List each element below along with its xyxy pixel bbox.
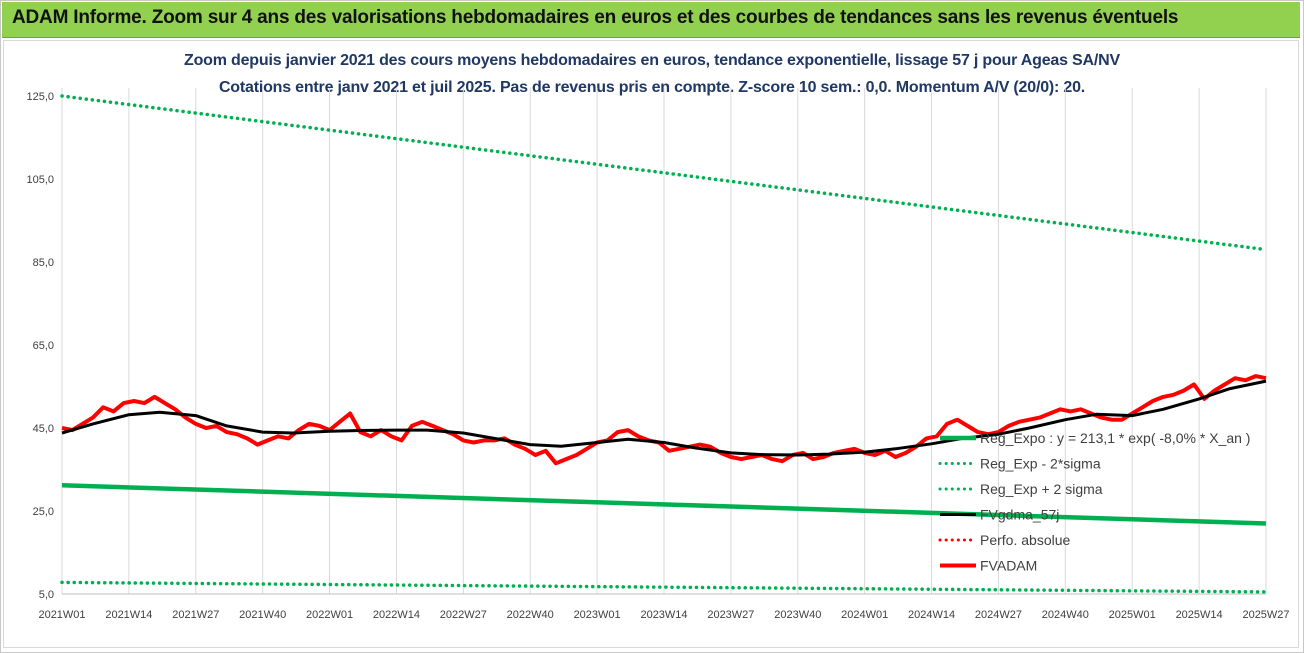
y-tick-label: 85,0 <box>33 257 54 269</box>
x-tick-label: 2021W40 <box>239 609 286 621</box>
x-tick-label: 2024W40 <box>1042 609 1089 621</box>
y-tick-label: 45,0 <box>33 423 54 435</box>
x-tick-label: 2023W14 <box>640 609 687 621</box>
y-tick-label: 105,0 <box>26 174 54 186</box>
x-tick-label: 2025W27 <box>1242 609 1289 621</box>
x-tick-label: 2024W14 <box>908 609 955 621</box>
x-tick-label: 2022W14 <box>373 609 420 621</box>
report-title: ADAM Informe. Zoom sur 4 ans des valoris… <box>12 7 1179 28</box>
y-tick-label: 25,0 <box>33 506 54 518</box>
report-banner: ADAM Informe. Zoom sur 4 ans des valoris… <box>2 2 1300 38</box>
x-tick-label: 2022W40 <box>507 609 554 621</box>
x-tick-label: 2021W27 <box>172 609 219 621</box>
legend: Reg_Expo : y = 213,1 * exp( -8,0% * X_an… <box>938 430 1250 574</box>
x-tick-label: 2023W01 <box>574 609 621 621</box>
series-fvgdma-57j <box>61 379 1267 457</box>
x-tick-label: 2025W14 <box>1176 609 1223 621</box>
chart-title: Zoom depuis janvier 2021 des cours moyen… <box>184 52 1120 69</box>
y-tick-label: 5,0 <box>39 589 54 601</box>
axis-layer: 2021W01 2021W14 2021W27 2021W40 2022W01 2022W… <box>26 91 1289 621</box>
legend-label: Perfo. absolue <box>980 532 1070 548</box>
series-fvadam <box>61 374 1267 466</box>
y-tick-label: 125,0 <box>26 91 54 103</box>
legend-label: Reg_Expo : y = 213,1 * exp( -8,0% * X_an… <box>980 430 1250 446</box>
plot-frame <box>3 40 1299 648</box>
chart-subtitle: Cotations entre janv 2021 et juil 2025. … <box>218 79 1086 96</box>
x-tick-label: 2021W01 <box>38 609 85 621</box>
grid-layer <box>61 88 1267 594</box>
x-tick-label: 2024W27 <box>975 609 1022 621</box>
legend-label: FVADAM <box>980 558 1037 574</box>
x-tick-label: 2022W27 <box>440 609 487 621</box>
legend-label: Reg_Exp - 2*sigma <box>980 456 1101 472</box>
x-tick-label: 2021W14 <box>105 609 152 621</box>
y-tick-label: 65,0 <box>33 340 54 352</box>
x-tick-label: 2024W01 <box>841 609 888 621</box>
legend-label: Reg_Exp + 2 sigma <box>980 481 1103 497</box>
series-reg-exp-plus-2sigma <box>60 94 1268 252</box>
x-tick-label: 2025W01 <box>1109 609 1156 621</box>
x-tick-label: 2022W01 <box>306 609 353 621</box>
legend-label: FVgdma_57j <box>980 507 1059 523</box>
series-reg-expo <box>61 483 1267 526</box>
series-reg-exp-minus-2sigma <box>60 580 1268 594</box>
x-tick-label: 2023W27 <box>707 609 754 621</box>
x-tick-label: 2023W40 <box>774 609 821 621</box>
series-layer <box>60 94 1268 594</box>
